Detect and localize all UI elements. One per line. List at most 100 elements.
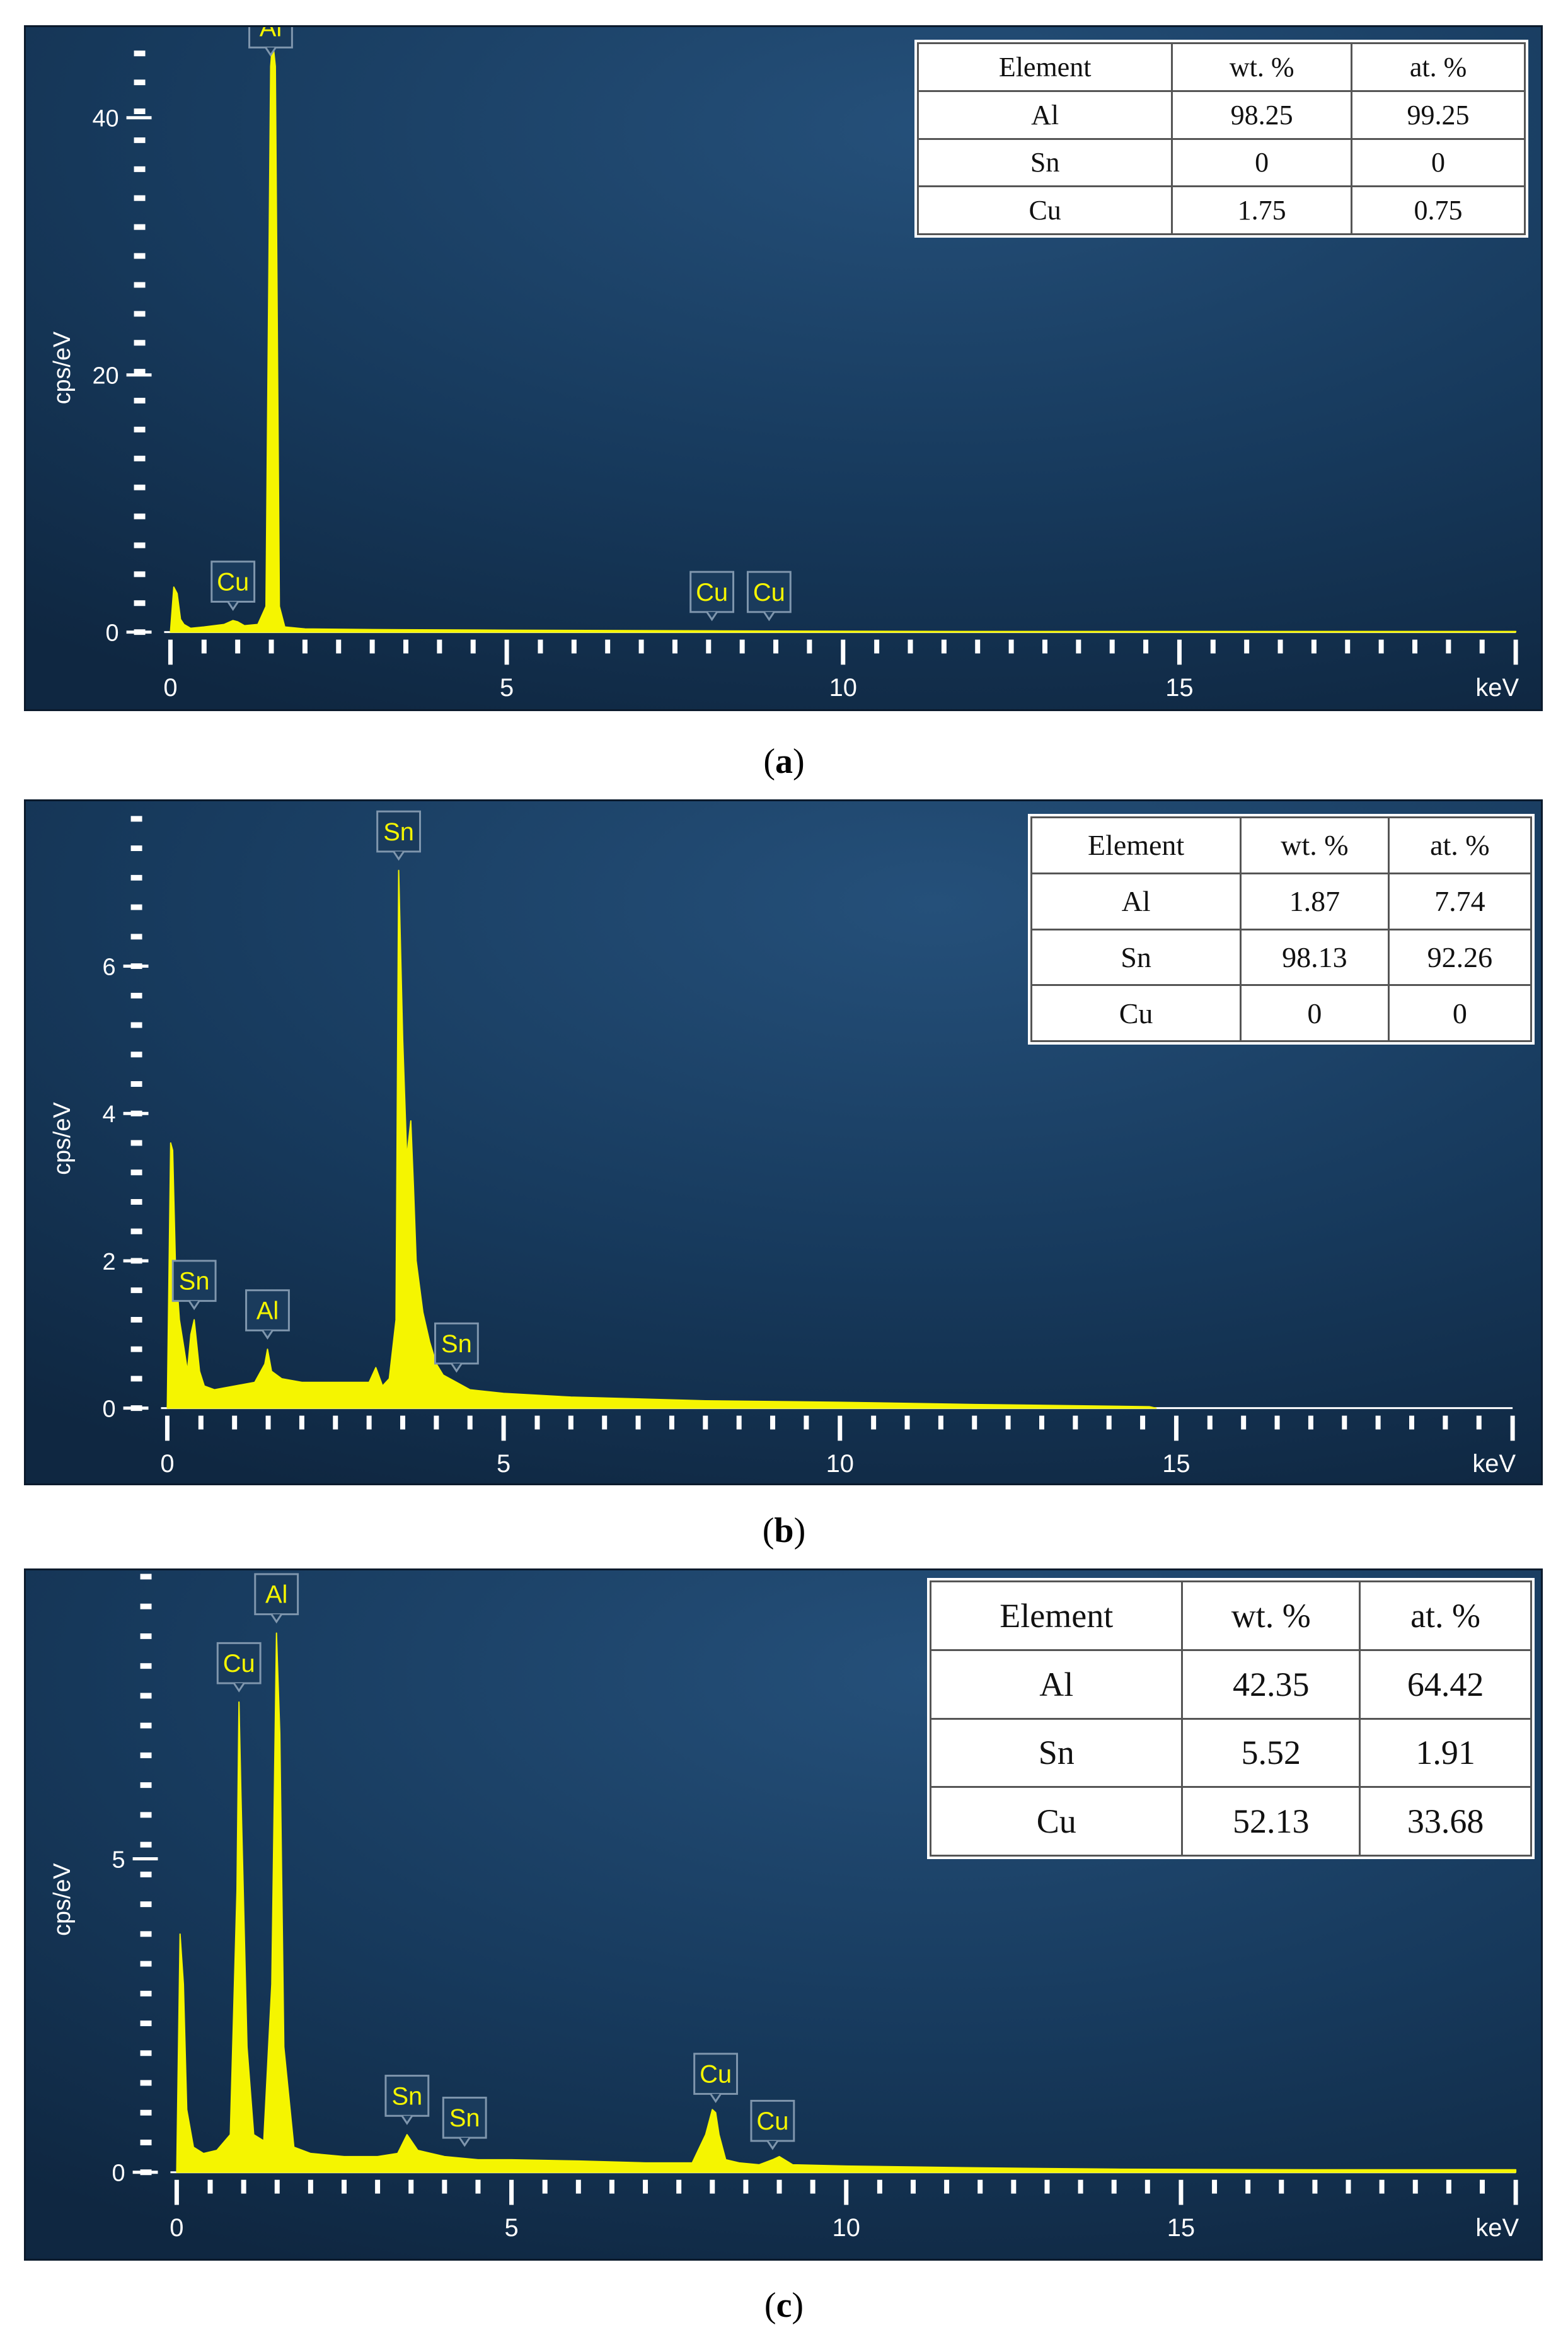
table-cell: 33.68: [1359, 1786, 1532, 1857]
x-tick-label: 0: [163, 674, 177, 702]
table-row: Cu 0 0: [1030, 984, 1533, 1042]
peak-label-text: Cu: [223, 1650, 255, 1678]
table-cell: Sn: [1030, 928, 1242, 987]
table-row: Al 98.25 99.25: [916, 90, 1526, 140]
x-tick-label: 5: [497, 1450, 510, 1478]
table-cell: 42.35: [1181, 1649, 1361, 1720]
table-cell: Sn: [916, 137, 1173, 188]
peak-label-text: Cu: [753, 579, 785, 606]
table-cell: 1.91: [1359, 1717, 1532, 1788]
x-tick-label: 15: [1167, 2214, 1195, 2242]
table-cell: Cu: [916, 185, 1173, 235]
peak-label-text: Sn: [449, 2104, 480, 2132]
peak-label: Cu: [750, 2099, 795, 2150]
peak-label: Sn: [376, 810, 422, 861]
eds-spectrum-panel-b: 0 2 4 6 cps/eV 0 5 10 15 keV Sn Sn Al Sn Element wt. %…: [24, 799, 1543, 1485]
peak-label-text: Al: [265, 1581, 287, 1609]
x-tick-label: 15: [1162, 1450, 1190, 1478]
table-header-row: Element wt. % at. %: [1030, 816, 1533, 874]
peak-label: Al: [248, 27, 293, 57]
peak-label: Cu: [689, 571, 735, 622]
peak-label-text: Sn: [179, 1268, 210, 1296]
y-tick-label: 4: [103, 1101, 116, 1128]
y-axis-label: cps/eV: [49, 1863, 76, 1936]
y-axis-label: cps/eV: [49, 331, 76, 404]
peak-label: Cu: [746, 571, 792, 622]
peak-label-text: Sn: [391, 2082, 422, 2110]
x-axis-unit: keV: [1475, 2214, 1519, 2242]
table-cell: 0: [1171, 137, 1353, 188]
y-tick-label: 6: [103, 954, 116, 981]
x-axis-unit: keV: [1472, 1450, 1516, 1478]
table-row: Cu 1.75 0.75: [916, 185, 1526, 235]
table-cell: Al: [1030, 872, 1242, 930]
table-cell: 0: [1240, 984, 1390, 1042]
spectrum-series: [176, 1632, 1517, 2173]
table-cell: 0: [1387, 984, 1533, 1042]
table-row: Sn 0 0: [916, 137, 1526, 188]
y-tick-label: 20: [92, 363, 118, 390]
table-header-cell: wt. %: [1171, 42, 1353, 92]
composition-table-a: Element wt. % at. % Al 98.25 99.25 Sn 0 0 Cu 1.75 0…: [916, 42, 1526, 235]
peak-label-text: Sn: [383, 818, 414, 846]
table-cell: 0.75: [1351, 185, 1526, 235]
y-tick-label: 40: [92, 106, 118, 132]
peak-label: Al: [245, 1289, 290, 1340]
table-cell: 98.25: [1171, 90, 1353, 140]
peak-label-text: Cu: [217, 569, 249, 596]
peak-label: Sn: [171, 1260, 217, 1311]
table-header-cell: at. %: [1387, 816, 1533, 874]
table-cell: 64.42: [1359, 1649, 1532, 1720]
x-tick-label: 10: [826, 1450, 854, 1478]
x-tick-label: 10: [829, 674, 857, 702]
x-tick-label: 5: [504, 2214, 518, 2242]
table-cell: 1.75: [1171, 185, 1353, 235]
x-tick-label: 10: [833, 2214, 860, 2242]
table-cell: 7.74: [1387, 872, 1533, 930]
table-row: Al 1.87 7.74: [1030, 872, 1533, 930]
x-axis-unit: keV: [1475, 674, 1519, 702]
eds-spectrum-panel-c: 0 5 cps/eV 0 5 10 15 keV Al Cu Sn Sn Cu Cu Element wt.…: [24, 1568, 1543, 2261]
peak-label-text: Al: [260, 27, 282, 42]
y-tick-label: 5: [112, 1846, 125, 1873]
caption-a: (a): [763, 742, 805, 781]
y-tick-label: 0: [106, 620, 119, 647]
table-header-row: Element wt. % at. %: [916, 42, 1526, 92]
y-axis-label: cps/eV: [49, 1102, 76, 1175]
eds-spectrum-panel-a: 0 20 40 cps/eV 0 5 10 15 keV Al Cu Cu Cu Element wt. …: [24, 25, 1543, 711]
table-cell: 52.13: [1181, 1786, 1361, 1857]
peak-label-text: Sn: [441, 1330, 472, 1358]
peak-label-text: Cu: [696, 579, 728, 606]
table-row: Cu 52.13 33.68: [929, 1786, 1532, 1857]
table-cell: Cu: [929, 1786, 1184, 1857]
y-tick-label: 0: [103, 1396, 116, 1423]
composition-table-b: Element wt. % at. % Al 1.87 7.74 Sn 98.13 92.26 C…: [1030, 816, 1533, 1042]
table-header-cell: Element: [916, 42, 1173, 92]
peak-label: Cu: [693, 2053, 739, 2104]
peak-label-text: Cu: [756, 2107, 788, 2135]
table-row: Sn 5.52 1.91: [929, 1717, 1532, 1788]
peak-label: Al: [254, 1573, 299, 1624]
y-tick-label: 0: [112, 2160, 125, 2187]
table-cell: 92.26: [1387, 928, 1533, 987]
table-header-cell: Element: [929, 1580, 1184, 1651]
table-cell: Al: [929, 1649, 1184, 1720]
table-header-cell: Element: [1030, 816, 1242, 874]
table-cell: Al: [916, 90, 1173, 140]
composition-table-c: Element wt. % at. % Al 42.35 64.42 Sn 5.52 1.91 C…: [929, 1580, 1532, 1857]
table-cell: Sn: [929, 1717, 1184, 1788]
x-tick-label: 5: [500, 674, 514, 702]
y-tick-label: 2: [103, 1249, 116, 1275]
x-tick-label: 15: [1165, 674, 1193, 702]
peak-label: Cu: [210, 560, 256, 612]
table-cell: 99.25: [1351, 90, 1526, 140]
peak-label-text: Cu: [700, 2061, 732, 2089]
peak-label: Cu: [216, 1642, 262, 1693]
peak-label: Sn: [384, 2075, 430, 2125]
table-cell: 5.52: [1181, 1717, 1361, 1788]
table-row: Sn 98.13 92.26: [1030, 928, 1533, 987]
table-header-cell: wt. %: [1181, 1580, 1361, 1651]
table-cell: 0: [1351, 137, 1526, 188]
x-tick-label: 0: [170, 2214, 183, 2242]
